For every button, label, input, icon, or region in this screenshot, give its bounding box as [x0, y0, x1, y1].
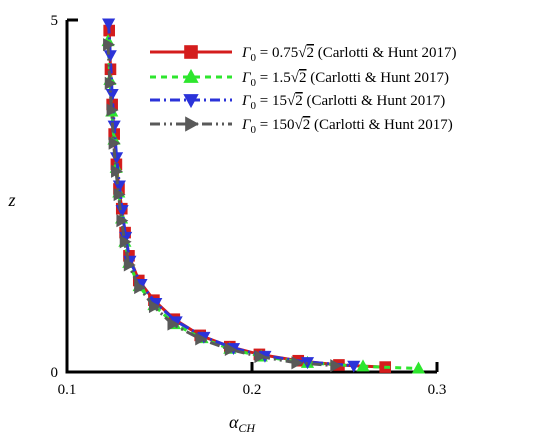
- y-tick-label: 0: [51, 365, 59, 381]
- x-tick-label: 0.3: [428, 382, 447, 398]
- legend-gamma: Γ: [241, 45, 252, 61]
- x-axis-title-sub: CH: [238, 421, 256, 432]
- legend-cite: (Carlotti & Hunt 2017): [307, 70, 450, 86]
- data-point: [103, 50, 117, 63]
- x-axis-title: αCH: [229, 412, 256, 432]
- legend-coef: 150: [272, 117, 295, 133]
- data-point: [330, 359, 343, 373]
- legend-eq: =: [256, 117, 272, 133]
- legend-coef: 15: [272, 93, 287, 109]
- data-point: [183, 94, 199, 109]
- legend-entry-4: Γ0 = 150√2 (Carlotti & Hunt 2017): [150, 116, 453, 136]
- legend-label: Γ0 = 15√2 (Carlotti & Hunt 2017): [241, 93, 445, 112]
- series-line: [106, 41, 419, 370]
- legend-radical: √: [287, 93, 296, 109]
- legend-radicand: 2: [303, 117, 311, 133]
- legend-gamma: Γ: [241, 70, 252, 86]
- legend: Γ0 = 0.75√2 (Carlotti & Hunt 2017)Γ0 = 1…: [150, 45, 457, 136]
- legend-cite: (Carlotti & Hunt 2017): [310, 117, 453, 133]
- legend-cite: (Carlotti & Hunt 2017): [314, 45, 457, 61]
- legend-radical: √: [295, 117, 304, 133]
- legend-radicand: 2: [299, 70, 307, 86]
- legend-gamma: Γ: [241, 93, 252, 109]
- legend-radicand: 2: [295, 93, 303, 109]
- data-point: [195, 332, 208, 346]
- data-point: [108, 136, 121, 150]
- x-tick-label: 0.1: [58, 382, 77, 398]
- y-tick-label: 5: [51, 13, 59, 29]
- data-point: [123, 258, 136, 272]
- data-point: [102, 18, 116, 31]
- data-point: [116, 214, 129, 228]
- legend-coef: 1.5: [272, 70, 291, 86]
- series-line: [106, 44, 336, 368]
- series-4: [103, 38, 343, 373]
- legend-cite: (Carlotti & Hunt 2017): [303, 93, 446, 109]
- legend-sub: 0: [251, 77, 257, 89]
- data-point: [356, 359, 370, 372]
- legend-label: Γ0 = 150√2 (Carlotti & Hunt 2017): [241, 117, 453, 136]
- data-point: [113, 188, 126, 202]
- data-point: [291, 356, 304, 370]
- data-point: [104, 76, 117, 90]
- series-layer: [101, 18, 426, 374]
- legend-radicand: 2: [307, 45, 315, 61]
- legend-radical: √: [291, 70, 300, 86]
- legend-sub: 0: [251, 124, 257, 136]
- data-point: [106, 103, 119, 117]
- series-line: [107, 23, 354, 368]
- legend-entry-1: Γ0 = 0.75√2 (Carlotti & Hunt 2017): [150, 45, 457, 64]
- x-tick-label: 0.2: [243, 382, 262, 398]
- data-point: [347, 360, 361, 373]
- y-axis-title: z: [7, 190, 15, 210]
- legend-eq: =: [256, 93, 272, 109]
- data-point: [411, 361, 426, 374]
- legend-sub: 0: [251, 52, 257, 64]
- data-point: [183, 68, 199, 83]
- data-point: [111, 164, 123, 178]
- legend-radical: √: [298, 45, 307, 61]
- data-point: [134, 280, 147, 295]
- data-point: [167, 317, 180, 331]
- data-point: [148, 299, 161, 314]
- data-point: [103, 38, 116, 52]
- legend-label: Γ0 = 0.75√2 (Carlotti & Hunt 2017): [241, 45, 457, 64]
- legend-eq: =: [256, 45, 272, 61]
- legend-eq: =: [256, 70, 272, 86]
- legend-coef: 0.75: [272, 45, 298, 61]
- data-point: [185, 116, 200, 132]
- legend-entry-3: Γ0 = 15√2 (Carlotti & Hunt 2017): [150, 93, 445, 112]
- x-axis-title-main: α: [229, 412, 239, 432]
- legend-entry-2: Γ0 = 1.5√2 (Carlotti & Hunt 2017): [150, 68, 449, 89]
- data-point: [184, 45, 198, 59]
- data-point: [224, 342, 237, 357]
- legend-gamma: Γ: [241, 117, 252, 133]
- legend-sub: 0: [251, 100, 257, 112]
- axes: 0.1 0.2 0.3 0 5: [51, 13, 447, 398]
- legend-label: Γ0 = 1.5√2 (Carlotti & Hunt 2017): [241, 70, 449, 89]
- data-point: [254, 349, 267, 364]
- data-point: [119, 235, 132, 249]
